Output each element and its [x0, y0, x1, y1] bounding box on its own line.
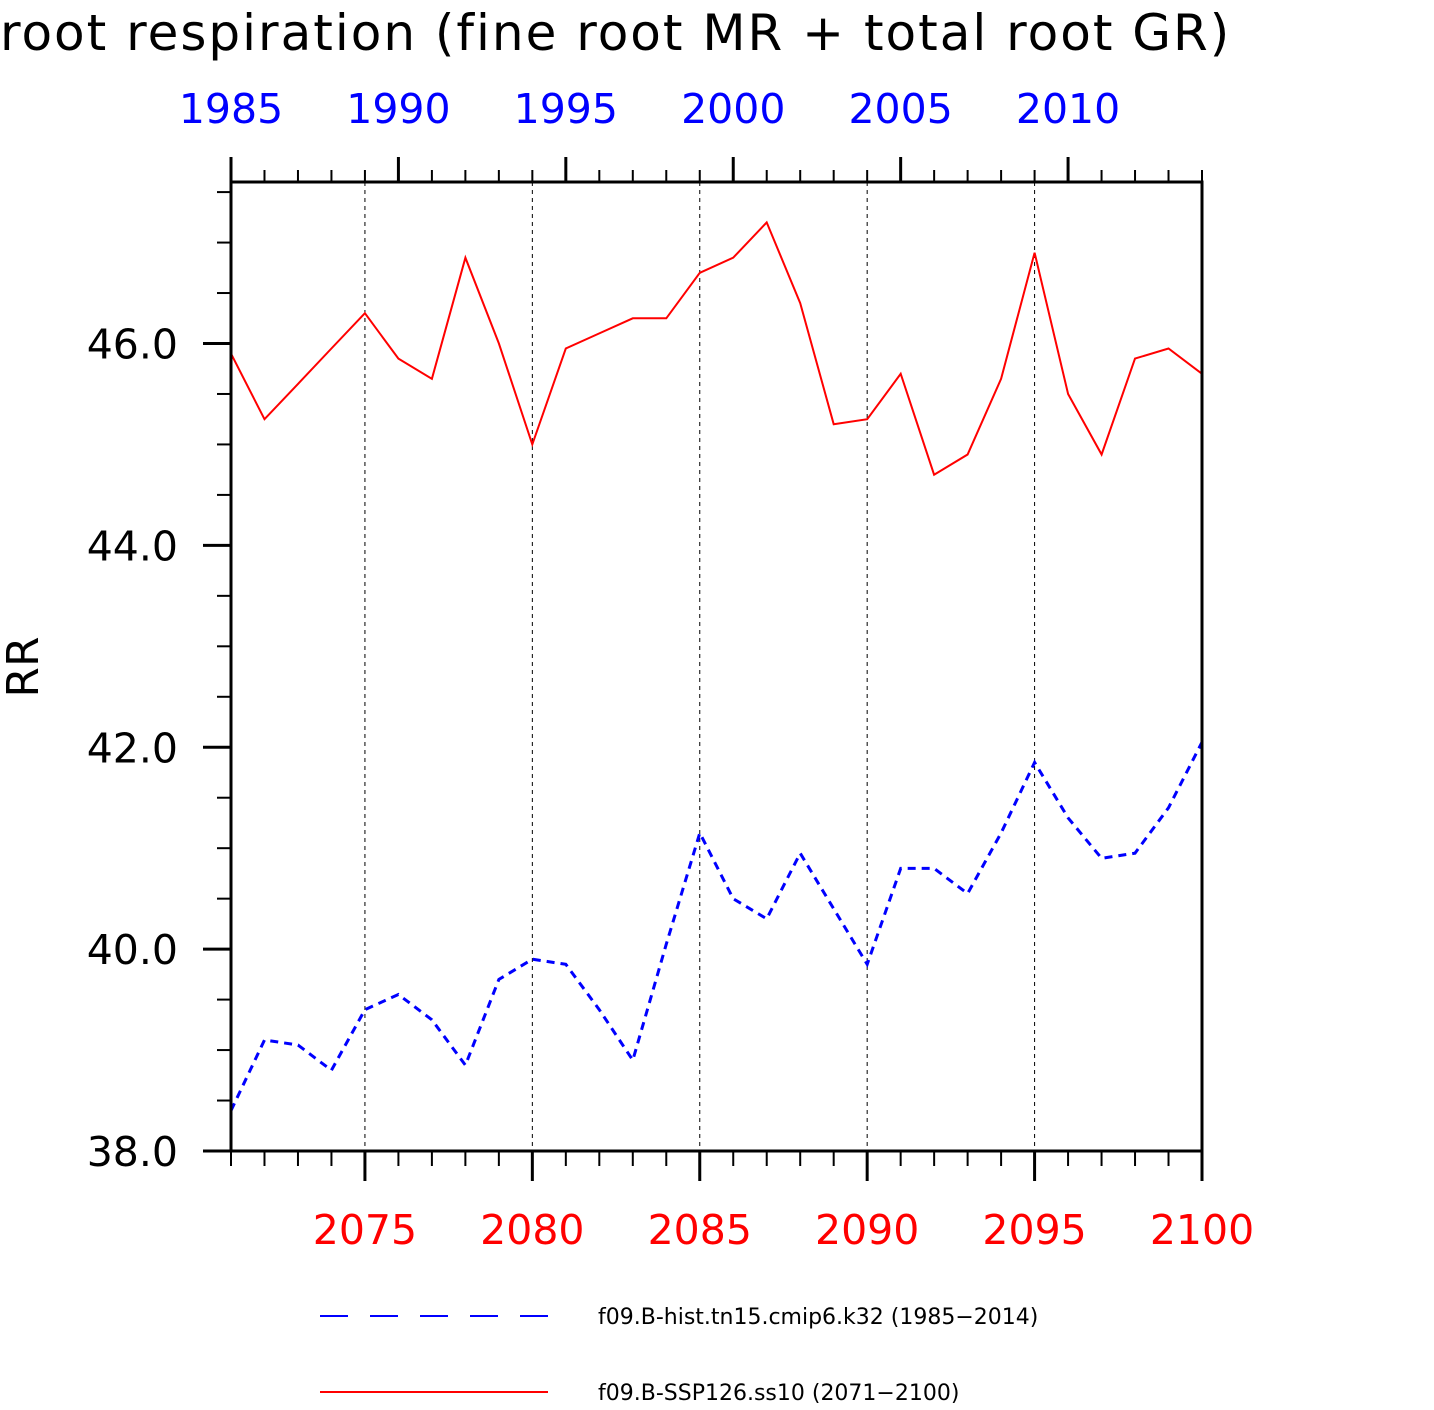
top-axis-labels: 1985 1990 1995 2000 2005 2010 [179, 85, 1120, 133]
top-tick-label: 2000 [681, 85, 785, 133]
plot-frame [229, 180, 1204, 1153]
bottom-tick-label: 2095 [982, 1206, 1086, 1254]
y-tick-label: 42.0 [87, 724, 178, 772]
y-axis-label: RR [0, 636, 49, 697]
legend-label: f09.B-hist.tn15.cmip6.k32 (1985−2014) [598, 1305, 1038, 1330]
vertical-grid [364, 182, 1036, 1151]
bottom-tick-label: 2075 [313, 1206, 417, 1254]
bottom-tick-label: 2085 [648, 1206, 752, 1254]
axis-ticks [203, 157, 1204, 1181]
y-tick-label: 40.0 [87, 926, 178, 974]
top-tick-label: 2010 [1016, 85, 1120, 133]
legend: f09.B-hist.tn15.cmip6.k32 (1985−2014) f09… [320, 1305, 1038, 1406]
top-tick-label: 2005 [848, 85, 952, 133]
series-line-ssp126 [230, 220, 1203, 477]
y-tick-label: 46.0 [87, 321, 178, 369]
bottom-tick-label: 2100 [1150, 1206, 1254, 1254]
y-tick-label: 38.0 [87, 1128, 178, 1176]
y-axis-labels: 38.0 40.0 42.0 44.0 46.0 [87, 321, 178, 1177]
top-tick-label: 1985 [179, 85, 283, 133]
legend-label: f09.B-SSP126.ss10 (2071−2100) [598, 1381, 959, 1406]
series-layer [229, 220, 1204, 1112]
y-tick-label: 44.0 [87, 522, 178, 570]
bottom-tick-label: 2090 [815, 1206, 919, 1254]
top-tick-label: 1995 [514, 85, 618, 133]
bottom-tick-label: 2080 [480, 1206, 584, 1254]
bottom-axis-labels: 2075 2080 2085 2090 2095 2100 [313, 1206, 1254, 1254]
top-tick-label: 1990 [346, 85, 450, 133]
series-line-hist [229, 741, 1204, 1112]
chart-title: root respiration (fine root MR + total r… [0, 4, 1231, 62]
